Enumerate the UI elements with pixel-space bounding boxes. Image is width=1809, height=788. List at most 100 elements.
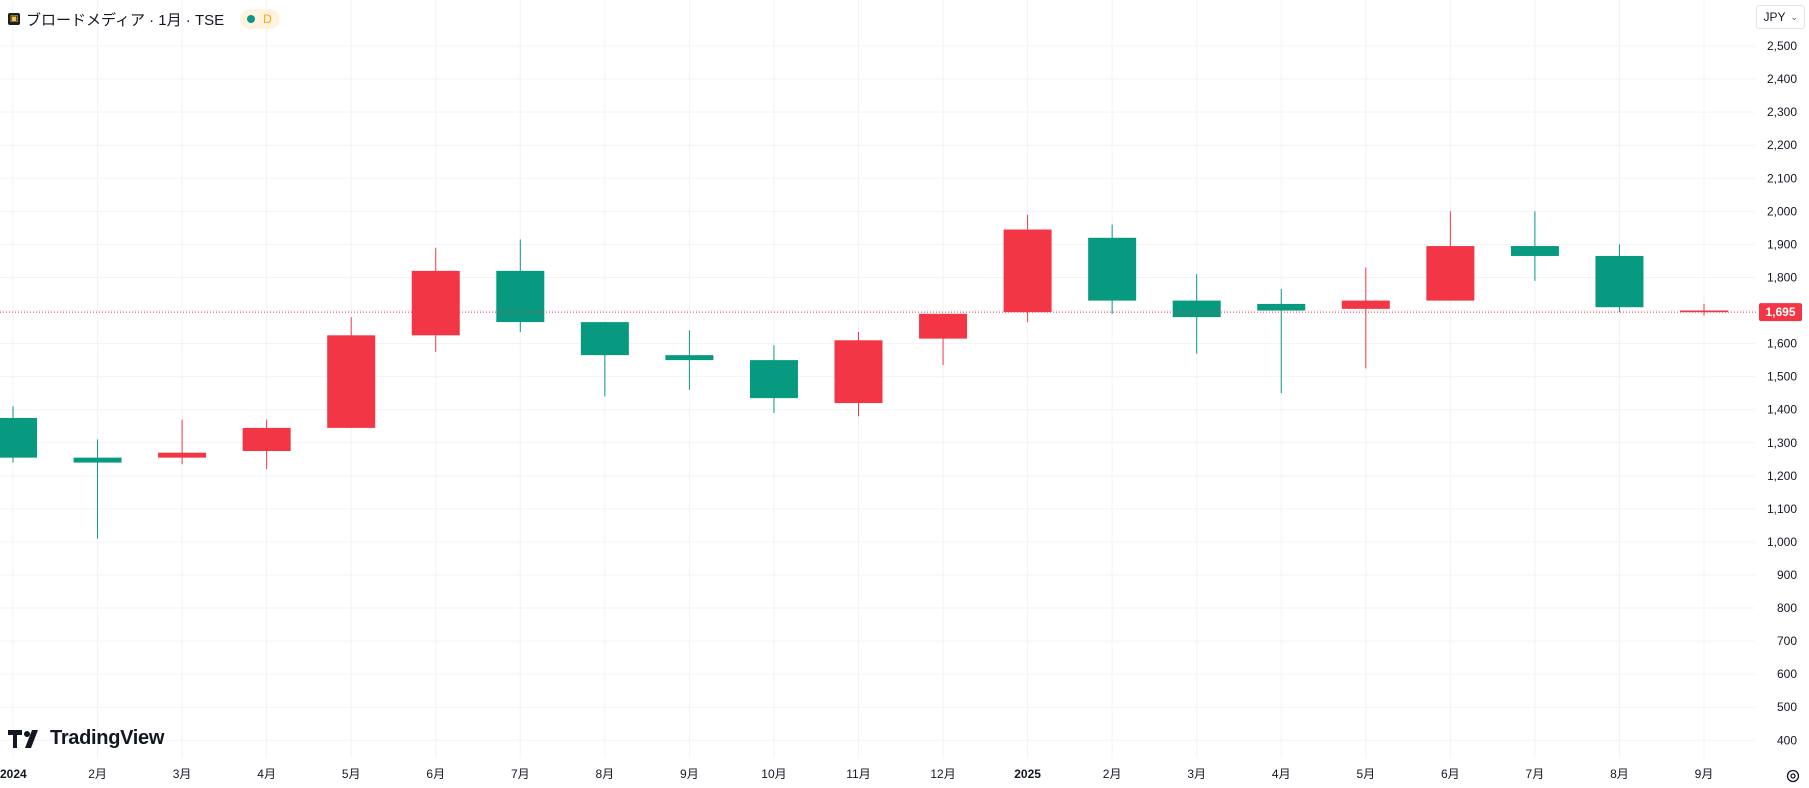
price-axis[interactable]: 400 500 600 700 800 900 1,000 1,100 1,200 1,300 1,… — [1759, 39, 1802, 747]
candle[interactable] — [580, 322, 629, 397]
time-axis[interactable]: 2024 2月 3月 4月 5月 6月 7月 8月 9月 10月 11月 12月 2025 2月 3月 4月 5… — [0, 767, 1713, 781]
y-tick-label: 1,300 — [1767, 436, 1797, 450]
candle[interactable] — [665, 330, 714, 390]
candle[interactable] — [834, 332, 883, 417]
data-status-letter: D — [263, 12, 272, 26]
candle[interactable] — [1088, 224, 1137, 314]
candle-body — [749, 360, 798, 399]
x-tick-label: 7月 — [511, 767, 530, 781]
y-tick-label: 1,900 — [1767, 237, 1797, 251]
x-tick-label: 5月 — [1356, 767, 1375, 781]
currency-label: JPY — [1763, 10, 1786, 24]
candle[interactable] — [749, 345, 798, 414]
x-tick-label: 2月 — [88, 767, 107, 781]
x-tick-label: 3月 — [1187, 767, 1206, 781]
candle-body — [665, 355, 714, 361]
broadmedia-logo-icon: ▣ — [8, 13, 20, 25]
candle[interactable] — [1426, 211, 1475, 301]
y-tick-label: 2,300 — [1767, 105, 1797, 119]
candle-body — [1426, 246, 1475, 301]
candle-body — [1088, 237, 1137, 301]
candle-body — [327, 335, 376, 428]
candle[interactable] — [327, 317, 376, 428]
x-tick-label: 6月 — [1441, 767, 1460, 781]
x-tick-label: 5月 — [342, 767, 361, 781]
candle-body — [1680, 310, 1728, 313]
candle-body — [1003, 229, 1052, 313]
x-tick-label: 10月 — [761, 767, 786, 781]
y-tick-label: 1,100 — [1767, 502, 1797, 516]
x-tick-label: 8月 — [596, 767, 615, 781]
y-tick-label: 1,800 — [1767, 270, 1797, 284]
candle[interactable] — [158, 419, 207, 465]
candle[interactable] — [242, 419, 291, 470]
candle-body — [919, 313, 968, 339]
candle[interactable] — [1257, 289, 1306, 394]
candle-body — [1510, 246, 1559, 256]
y-tick-label: 400 — [1777, 733, 1797, 747]
y-tick-label: 500 — [1777, 700, 1797, 714]
candle[interactable] — [1510, 211, 1559, 281]
currency-button[interactable]: JPY ⌄ — [1756, 5, 1805, 29]
y-tick-label: 1,600 — [1767, 337, 1797, 351]
tradingview-brand[interactable]: TradingView — [8, 727, 164, 750]
x-tick-label: 2月 — [1103, 767, 1122, 781]
x-tick-label: 4月 — [1272, 767, 1291, 781]
candle-body — [411, 270, 460, 336]
y-tick-label: 1,500 — [1767, 370, 1797, 384]
x-tick-label: 9月 — [680, 767, 699, 781]
brand-label: TradingView — [50, 727, 165, 749]
candle-body — [834, 340, 883, 404]
last-price-label: 1,695 — [1765, 305, 1795, 319]
last-price-badge[interactable] — [1759, 303, 1802, 322]
chart-legend[interactable]: ▣ ブロードメディア · 1月 · TSE D — [8, 8, 280, 30]
candle[interactable] — [496, 239, 545, 333]
x-tick-label: 2025 — [1014, 767, 1041, 781]
y-tick-label: 1,400 — [1767, 403, 1797, 417]
x-tick-label: 6月 — [426, 767, 445, 781]
y-tick-label: 1,200 — [1767, 469, 1797, 483]
candle-body — [0, 417, 37, 458]
y-tick-label: 800 — [1777, 601, 1797, 615]
candle-body — [1257, 303, 1306, 311]
candle-body — [496, 270, 545, 323]
y-tick-label: 600 — [1777, 667, 1797, 681]
x-tick-label: 8月 — [1610, 767, 1629, 781]
y-tick-label: 900 — [1777, 568, 1797, 582]
x-tick-label: 9月 — [1695, 767, 1714, 781]
candle-body — [1172, 300, 1221, 318]
candle[interactable] — [73, 439, 122, 539]
candle[interactable] — [411, 247, 460, 352]
y-tick-label: 2,400 — [1767, 72, 1797, 86]
candle-body — [1595, 255, 1644, 308]
candle-body — [242, 427, 291, 452]
candle-body — [580, 322, 629, 356]
x-tick-label: 7月 — [1526, 767, 1545, 781]
x-tick-label: 2024 — [0, 767, 27, 781]
y-tick-label: 700 — [1777, 634, 1797, 648]
y-tick-label: 2,000 — [1767, 204, 1797, 218]
x-tick-label: 3月 — [173, 767, 192, 781]
candle[interactable] — [0, 406, 37, 463]
candle[interactable] — [919, 313, 968, 366]
y-tick-label: 2,200 — [1767, 138, 1797, 152]
market-status-badge[interactable]: D — [240, 9, 280, 29]
candle[interactable] — [1003, 214, 1052, 323]
candle[interactable] — [1595, 244, 1644, 313]
candle[interactable] — [1680, 303, 1728, 316]
tradingview-logo-icon — [8, 729, 38, 748]
market-status-dot-icon — [247, 15, 256, 23]
x-tick-label: 4月 — [257, 767, 276, 781]
y-tick-label: 1,000 — [1767, 535, 1797, 549]
symbol-title[interactable]: ブロードメディア · 1月 · TSE — [26, 11, 225, 29]
candle-body — [158, 452, 207, 458]
candle[interactable] — [1172, 274, 1221, 354]
y-tick-label: 2,500 — [1767, 39, 1797, 53]
gear-icon[interactable] — [1785, 768, 1801, 784]
candle-body — [1341, 300, 1390, 309]
candle[interactable] — [1341, 267, 1390, 369]
x-tick-label: 12月 — [930, 767, 955, 781]
chevron-down-icon: ⌄ — [1790, 11, 1798, 22]
candles — [0, 211, 1728, 539]
